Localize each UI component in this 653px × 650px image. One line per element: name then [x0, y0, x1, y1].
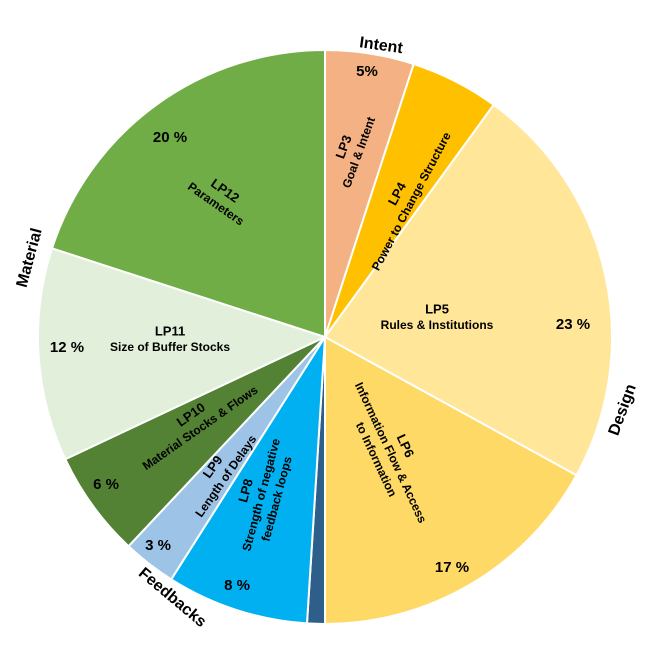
- slice-description: Rules & Institutions: [381, 318, 494, 332]
- slice-name: LP11: [155, 323, 185, 338]
- slice-label: LP11 Size of Buffer Stocks: [110, 323, 230, 354]
- slice-name: LP5: [425, 301, 449, 316]
- value-label: 5%: [356, 63, 378, 80]
- value-label: 8 %: [224, 577, 250, 594]
- value-label: 6 %: [93, 476, 119, 493]
- slice-label: LP5 Rules & Institutions: [381, 301, 494, 332]
- value-label: 20 %: [153, 129, 187, 146]
- value-label: 17 %: [435, 559, 469, 576]
- value-label: 3 %: [145, 537, 171, 554]
- value-label: 23 %: [556, 316, 590, 333]
- group-label: Material: [14, 227, 46, 290]
- slice-description: Size of Buffer Stocks: [110, 340, 230, 354]
- pie-slice: [50, 48, 326, 339]
- value-label: 12 %: [50, 339, 84, 356]
- pie-slice: [323, 103, 613, 477]
- group-label: Intent: [358, 34, 404, 57]
- pie-slice: [324, 335, 578, 626]
- pie-slice: [37, 247, 328, 461]
- pie-slice: [169, 336, 326, 625]
- group-label: Design: [606, 382, 640, 438]
- slice-name: LP8: [235, 477, 256, 504]
